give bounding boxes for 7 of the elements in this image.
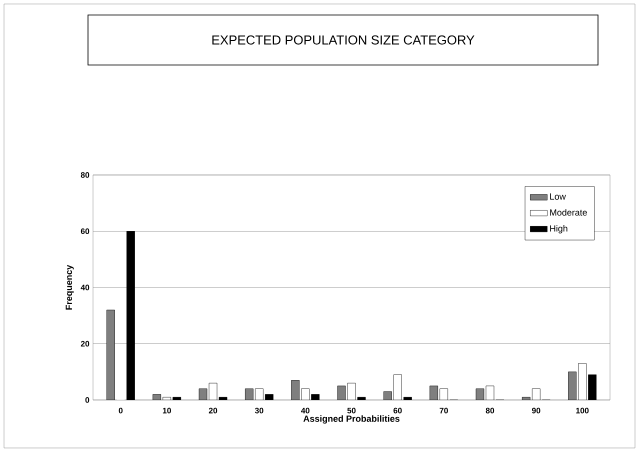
x-axis-title: Assigned Probabilities bbox=[303, 415, 400, 424]
bar bbox=[126, 231, 135, 400]
y-axis-title: Frequency bbox=[66, 264, 74, 310]
chart-title: EXPECTED POPULATION SIZE CATEGORY bbox=[212, 35, 474, 45]
legend-label: Low bbox=[550, 193, 566, 200]
legend-label: Moderate bbox=[550, 209, 587, 216]
legend-label: High bbox=[550, 225, 568, 234]
